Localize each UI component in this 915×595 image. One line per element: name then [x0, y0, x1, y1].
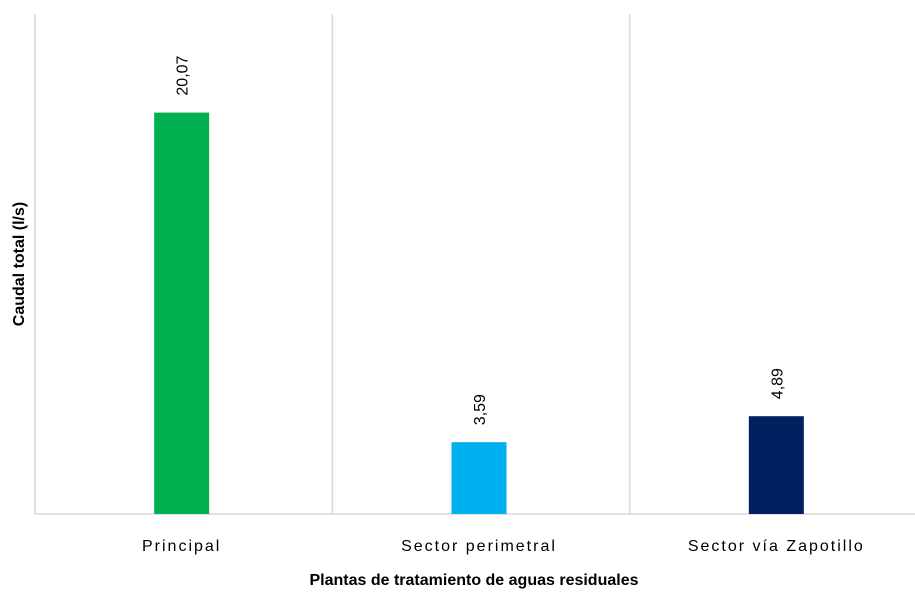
data-label: 3,59: [472, 394, 489, 425]
bar: [154, 112, 210, 514]
x-tick-label: Sector perimetral: [401, 538, 557, 555]
bar: [748, 416, 804, 514]
data-label: 4,89: [769, 368, 786, 399]
bar: [451, 442, 507, 514]
x-tick-label: Principal: [142, 538, 221, 555]
y-axis-title: Caudal total (l/s): [11, 202, 28, 326]
x-tick-label: Sector vía Zapotillo: [688, 538, 865, 555]
x-axis-title: Plantas de tratamiento de aguas residual…: [309, 572, 638, 589]
data-label: 20,07: [175, 55, 192, 95]
